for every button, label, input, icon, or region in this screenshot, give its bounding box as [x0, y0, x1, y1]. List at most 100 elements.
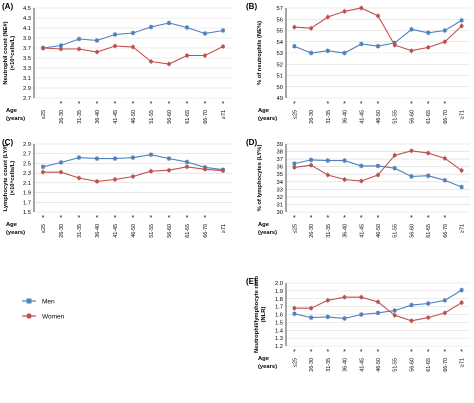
- x-tick-label: 36-40: [343, 110, 349, 124]
- data-point-women: [77, 176, 81, 180]
- data-point-men: [41, 165, 45, 169]
- data-point-women: [392, 43, 397, 48]
- data-point-women: [392, 313, 397, 318]
- x-tick-label: 51-55: [393, 224, 399, 238]
- data-point-men: [203, 31, 207, 36]
- data-point-women: [443, 39, 447, 44]
- significance-star: *: [60, 215, 63, 222]
- data-point-men: [342, 316, 347, 321]
- x-tick-label: 61-65: [426, 110, 432, 124]
- data-point-women: [221, 168, 225, 173]
- y-tick-label: 31: [277, 202, 283, 208]
- x-tick-label: ≤25: [292, 358, 298, 367]
- legend-men-label: Men: [42, 299, 55, 306]
- data-point-women: [325, 173, 330, 177]
- y-tick-label: 3.5: [23, 56, 31, 62]
- data-point-women: [342, 9, 347, 14]
- significance-star: *: [150, 101, 153, 108]
- y-tick-label: 2.1: [23, 181, 31, 187]
- significance-star: *: [326, 215, 329, 222]
- y-tick-label: 4.5: [23, 6, 31, 12]
- data-point-women: [203, 167, 207, 172]
- significance-star: *: [78, 215, 81, 222]
- x-tick-label: ≥71: [460, 358, 466, 367]
- significance-star: *: [310, 215, 313, 222]
- y-tick-label: 56: [277, 17, 283, 23]
- data-point-women: [426, 315, 431, 320]
- y-tick-label: 2.7: [23, 152, 31, 158]
- data-point-men: [77, 37, 81, 41]
- y-axis-title: Neutrophil/lymphocyte ratio: [254, 276, 260, 353]
- y-tick-label: 1.9: [23, 191, 31, 197]
- y-tick-label: 53: [277, 51, 283, 57]
- significance-star: *: [204, 215, 207, 222]
- significance-star: *: [360, 349, 363, 356]
- significance-star: *: [96, 215, 99, 222]
- data-point-women: [185, 164, 189, 169]
- x-tick-label: 41-45: [113, 224, 119, 238]
- data-point-men: [185, 25, 189, 30]
- significance-star: *: [343, 215, 346, 222]
- x-tick-label: 41-45: [113, 110, 119, 124]
- data-point-men: [359, 312, 364, 317]
- significance-star: *: [132, 101, 135, 108]
- x-tick-label: 46-50: [376, 110, 382, 124]
- x-tick-label: 26-30: [309, 110, 315, 124]
- significance-star: *: [293, 101, 296, 108]
- data-point-women: [443, 311, 447, 315]
- data-point-women: [167, 62, 171, 66]
- data-point-men: [376, 164, 380, 168]
- data-point-men: [392, 166, 397, 170]
- x-tick-label: 51-55: [149, 110, 155, 124]
- x-tick-label: 51-55: [149, 224, 155, 238]
- data-point-men: [443, 28, 447, 33]
- data-point-women: [342, 295, 347, 300]
- x-axis-title-unit: (years): [258, 230, 277, 236]
- y-axis-unit: (NLR): [261, 307, 267, 323]
- y-axis-unit: (×10⁹cells/L): [10, 161, 16, 196]
- significance-star: *: [377, 101, 380, 108]
- data-point-men: [185, 160, 189, 164]
- data-point-men: [426, 173, 430, 178]
- y-tick-label: 4.3: [23, 16, 31, 22]
- significance-star: *: [78, 101, 81, 108]
- data-point-women: [185, 53, 189, 58]
- x-axis-title: Age: [6, 222, 18, 228]
- y-tick-label: 2.9: [23, 86, 31, 92]
- y-axis-title: % of lymphocytes (LY%): [257, 145, 263, 212]
- x-tick-label: 56-60: [409, 224, 415, 238]
- y-tick-label: 3.1: [23, 76, 31, 82]
- y-tick-label: 54: [277, 40, 284, 46]
- significance-star: *: [150, 215, 153, 222]
- panel-letter-c: (C): [2, 138, 13, 147]
- data-point-women: [376, 173, 380, 177]
- y-tick-label: 55: [277, 29, 283, 35]
- data-point-women: [359, 6, 364, 10]
- y-tick-label: 1.5: [275, 320, 283, 326]
- data-point-men: [167, 156, 171, 161]
- y-tick-label: 1.5: [23, 210, 31, 216]
- significance-star: *: [168, 101, 171, 108]
- x-tick-label: 51-55: [393, 110, 399, 124]
- data-point-women: [221, 44, 225, 49]
- data-point-men: [309, 158, 313, 162]
- significance-star: *: [343, 101, 346, 108]
- data-point-men: [459, 288, 464, 292]
- x-tick-label: ≥71: [460, 110, 466, 119]
- data-point-women: [409, 48, 414, 53]
- data-point-men: [149, 152, 153, 157]
- y-tick-label: 33: [277, 187, 283, 193]
- data-point-men: [409, 303, 414, 307]
- x-tick-label: 56-60: [167, 110, 173, 124]
- data-point-women: [325, 298, 330, 303]
- data-point-women: [426, 45, 431, 50]
- data-point-men: [326, 48, 330, 53]
- data-point-women: [292, 25, 297, 30]
- y-axis-title: Neutrophil count (NE#): [3, 21, 9, 84]
- x-tick-label: 26-30: [309, 358, 315, 372]
- x-tick-label: 46-50: [131, 224, 137, 238]
- x-tick-label: ≥71: [221, 110, 227, 119]
- x-tick-label: 31-35: [326, 110, 332, 124]
- x-axis-title-unit: (years): [6, 230, 25, 236]
- significance-star: *: [222, 101, 225, 108]
